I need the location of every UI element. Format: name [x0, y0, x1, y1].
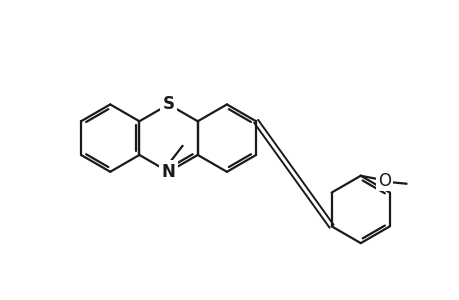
Text: O: O — [377, 172, 390, 190]
Text: S: S — [162, 95, 174, 113]
Text: N: N — [161, 163, 175, 181]
